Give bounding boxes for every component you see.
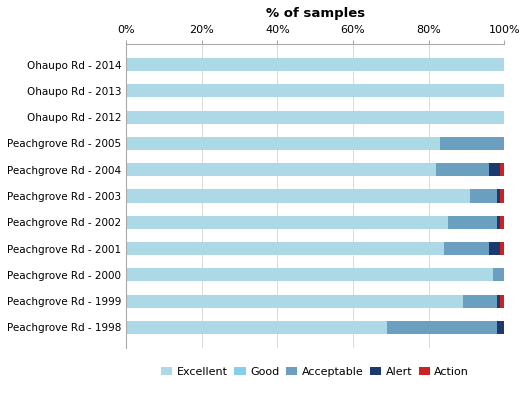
Bar [126, 84, 504, 97]
Bar [489, 163, 501, 176]
Bar [126, 321, 387, 334]
Bar [496, 321, 504, 334]
Bar [489, 242, 501, 255]
Bar [436, 163, 489, 176]
Bar [501, 242, 504, 255]
Bar [501, 189, 504, 203]
Legend: Excellent, Good, Acceptable, Alert, Action: Excellent, Good, Acceptable, Alert, Acti… [157, 362, 474, 381]
Bar [126, 111, 504, 124]
Bar [496, 295, 501, 308]
Bar [387, 321, 496, 334]
Bar [444, 242, 489, 255]
Bar [440, 137, 504, 150]
Bar [126, 137, 440, 150]
Bar [126, 268, 493, 281]
Bar [126, 295, 463, 308]
Bar [493, 268, 504, 281]
Bar [126, 58, 504, 71]
Bar [501, 216, 504, 229]
Bar [126, 242, 444, 255]
Bar [496, 216, 501, 229]
Bar [463, 295, 496, 308]
Bar [126, 216, 447, 229]
Title: % of samples: % of samples [266, 7, 365, 20]
Bar [126, 163, 436, 176]
Bar [496, 189, 501, 203]
Bar [447, 216, 496, 229]
Bar [501, 295, 504, 308]
Bar [470, 189, 496, 203]
Bar [501, 163, 504, 176]
Bar [126, 189, 470, 203]
